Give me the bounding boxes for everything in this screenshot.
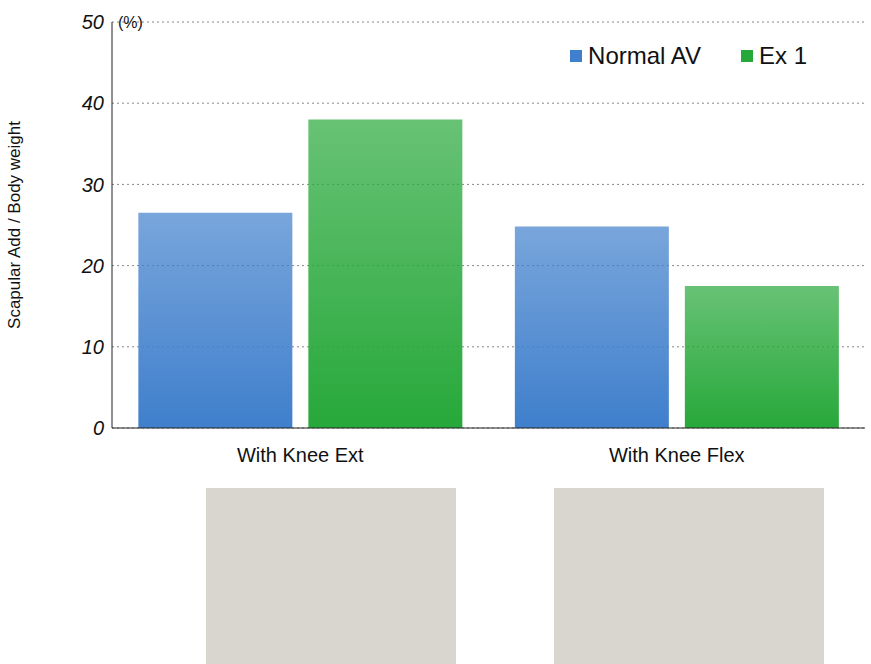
svg-text:30: 30 xyxy=(82,174,104,196)
svg-text:40: 40 xyxy=(82,92,104,114)
html-text:Ex 1: Ex 1 xyxy=(759,42,807,69)
html-text:Normal AV: Normal AV xyxy=(588,42,701,69)
svg-text:With Knee Flex: With Knee Flex xyxy=(609,444,745,466)
svg-text:20: 20 xyxy=(81,255,104,277)
svg-text:50: 50 xyxy=(82,11,104,33)
svg-text:Scapular Add / Body weight: Scapular Add / Body weight xyxy=(5,121,24,329)
svg-text:0: 0 xyxy=(93,417,104,439)
svg-text:10: 10 xyxy=(82,336,104,358)
svg-text:With Knee Ext: With Knee Ext xyxy=(237,444,364,466)
